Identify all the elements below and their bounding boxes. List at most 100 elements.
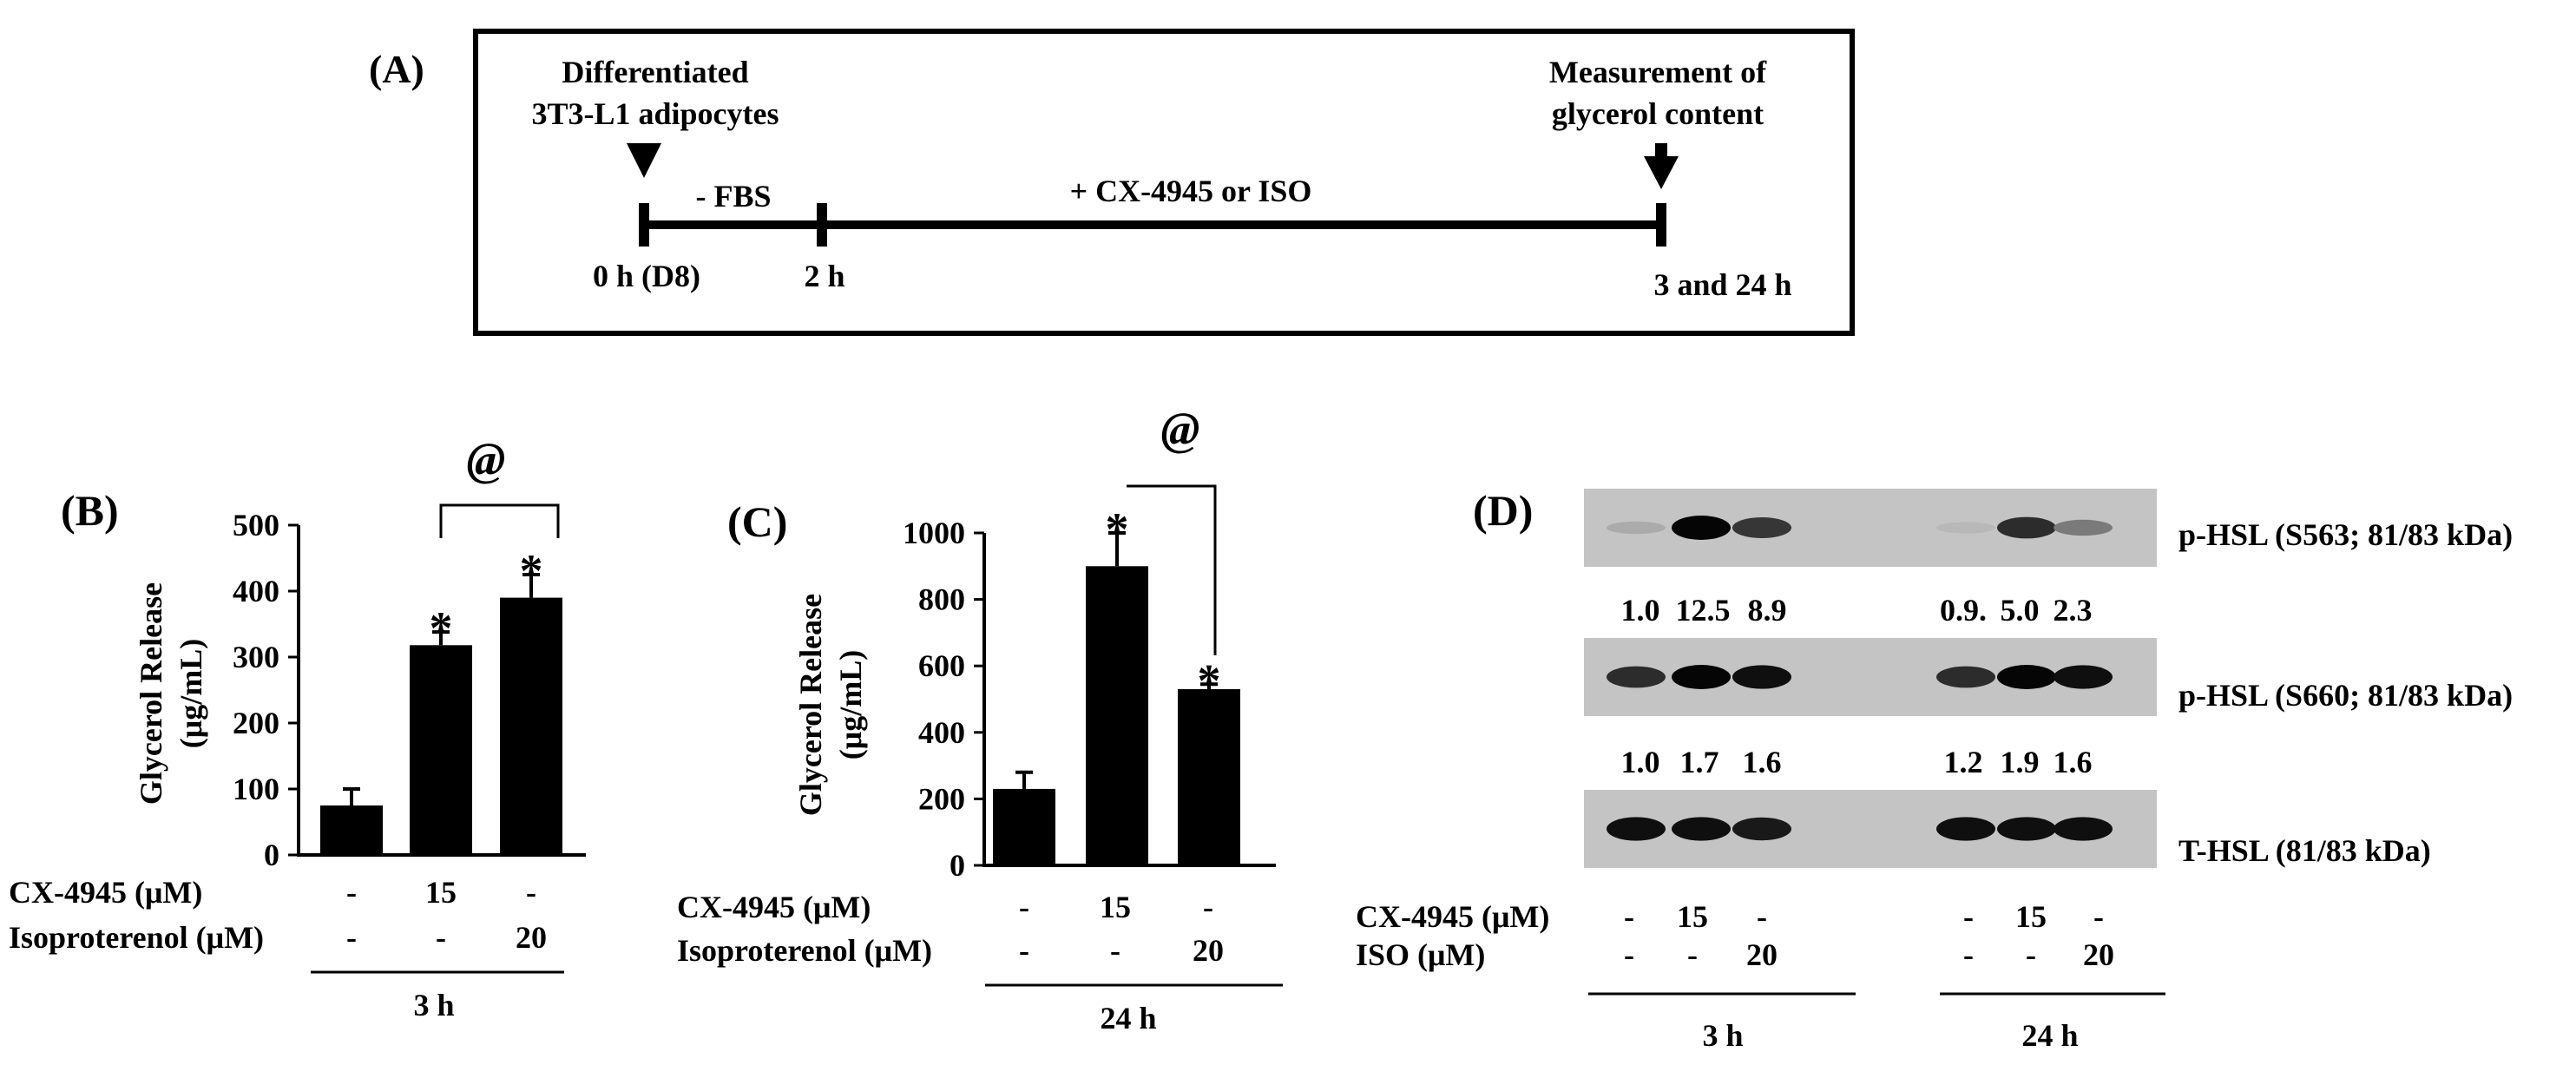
timeline-bar (644, 220, 1661, 229)
quant-1-r2: 5.0 (2001, 593, 2040, 628)
blot-band (1936, 522, 1995, 534)
y-tick-label: 200 (233, 706, 279, 740)
blot-band (1607, 666, 1666, 688)
panel-b-comparison-bracket (439, 503, 560, 538)
fbs-label: - FBS (695, 179, 771, 214)
panel-b-row1-v3: - (526, 875, 536, 910)
significance-star: * (430, 602, 453, 654)
panel-b-row1-v1: - (346, 875, 357, 910)
panel-a: (A) Differentiated 3T3-L1 adipocytes Mea… (369, 29, 1855, 336)
quant-1-l1: 1.0 (1621, 593, 1660, 628)
timeline-tick-end (1656, 203, 1666, 247)
y-tick-label: 0 (950, 848, 965, 883)
blot-label-s563: p-HSL (S563; 81/83 kDa) (2178, 517, 2513, 552)
quant-2-r1: 1.2 (1944, 745, 1983, 779)
panel-b-row1-label: CX-4945 (μM) (9, 875, 202, 910)
y-tick-label: 400 (233, 574, 279, 608)
panel-c-error-bars (1015, 531, 1218, 789)
panel-c-stars: ** (1106, 503, 1221, 707)
panel-c-y-ticks: 0 200 400 600 800 1000 (903, 516, 984, 883)
blot-p-hsl-s563 (1584, 489, 2157, 567)
panel-c-row1-v1: - (1019, 890, 1029, 924)
blot-band (2054, 665, 2113, 689)
blot-band (1936, 817, 1995, 841)
blot-bands (1607, 516, 2113, 540)
y-tick-label: 800 (918, 582, 965, 617)
blot-band (1672, 516, 1731, 540)
bar (1086, 566, 1148, 865)
panel-b: (B) Glycerol Release (μg/mL) 0 100 200 300 4… (9, 433, 586, 1022)
end-text-line2: glycerol content (1552, 96, 1764, 131)
blot-band (1607, 521, 1666, 535)
panel-c-row1-v2: 15 (1100, 890, 1131, 924)
panel-d-time-24h: 24 h (2021, 1018, 2078, 1053)
bar (993, 788, 1055, 865)
end-arrow-shaft (1655, 143, 1667, 161)
panel-b-sig-symbol: @ (467, 433, 506, 485)
panel-b-time-label: 3 h (413, 988, 454, 1022)
significance-star: * (1198, 654, 1221, 707)
panel-d-row2-v1: - (1624, 937, 1634, 972)
panel-b-label: (B) (61, 486, 119, 535)
end-text-line1: Measurement of (1549, 55, 1767, 89)
panel-b-row2-label: Isoproterenol (μM) (9, 920, 264, 955)
start-text-line1: Differentiated (562, 55, 748, 89)
panel-c-label: (C) (727, 497, 787, 546)
quant-2-l3: 1.6 (1743, 745, 1782, 779)
blot-band (2054, 519, 2113, 536)
panel-c-row2-label: Isoproterenol (μM) (677, 933, 932, 968)
panel-b-row2-v2: - (436, 920, 446, 955)
bar (410, 645, 472, 855)
quant-1-l3: 8.9 (1748, 593, 1787, 628)
panel-d-row1-v6: - (2093, 899, 2104, 934)
bar (1178, 689, 1240, 865)
quant-2-r3: 1.6 (2054, 745, 2093, 779)
timeline-tick-2h (817, 203, 827, 247)
blot-band (1732, 817, 1791, 841)
panel-c-row2-v2: - (1110, 933, 1120, 968)
panel-c-ylabel-line1: Glycerol Release (793, 594, 828, 816)
panel-b-bars (320, 597, 562, 855)
blot-band (1672, 817, 1731, 841)
y-tick-label: 200 (918, 781, 965, 816)
blot-band (1997, 817, 2056, 841)
panel-c-row1-v3: - (1203, 890, 1213, 924)
y-tick-label: 600 (918, 648, 965, 683)
panel-d-row1-v5: 15 (2015, 899, 2047, 934)
panel-d-row1-v1: - (1624, 899, 1634, 934)
y-tick-label: 500 (233, 508, 279, 542)
quant-2-l1: 1.0 (1621, 745, 1660, 779)
blot-bands (1607, 665, 2113, 689)
panel-b-stars: ** (430, 545, 543, 654)
blot-band (1732, 517, 1791, 538)
blot-bands (1607, 817, 2113, 841)
treatment-label: + CX-4945 or ISO (1070, 174, 1312, 208)
blot-band (1997, 516, 2056, 539)
quant-1-r1: 0.9. (1940, 593, 1987, 628)
quant-1-l2: 12.5 (1676, 593, 1731, 628)
panel-b-y-ticks: 0 100 200 300 400 500 (233, 508, 299, 872)
blot-p-hsl-s660 (1584, 638, 2157, 716)
quant-2-l2: 1.7 (1680, 745, 1719, 779)
quant-2-r2: 1.9 (2001, 745, 2040, 779)
y-tick-label: 300 (233, 640, 279, 674)
blot-t-hsl (1584, 790, 2157, 868)
panel-b-error-bars (343, 573, 540, 805)
panel-b-row2-v3: 20 (516, 920, 547, 955)
panel-d-row2-v3: 20 (1746, 937, 1778, 972)
panel-c-bars (993, 566, 1240, 865)
panel-b-ylabel-line1: Glycerol Release (134, 582, 168, 805)
time-label-0h: 0 h (D8) (593, 259, 700, 293)
bar (500, 597, 562, 855)
blot-band (2054, 817, 2113, 841)
panel-d-row2-v2: - (1687, 937, 1698, 972)
end-arrow-icon (1644, 156, 1679, 189)
panel-d-row1-v3: - (1757, 899, 1767, 934)
panel-d-row2-v5: - (2026, 937, 2036, 972)
panel-c-sig-symbol: @ (1161, 403, 1200, 455)
blot-band (1732, 665, 1791, 689)
panel-d-row1-v4: - (1963, 899, 1974, 934)
time-label-end: 3 and 24 h (1653, 267, 1791, 302)
panel-a-label: (A) (369, 47, 424, 91)
